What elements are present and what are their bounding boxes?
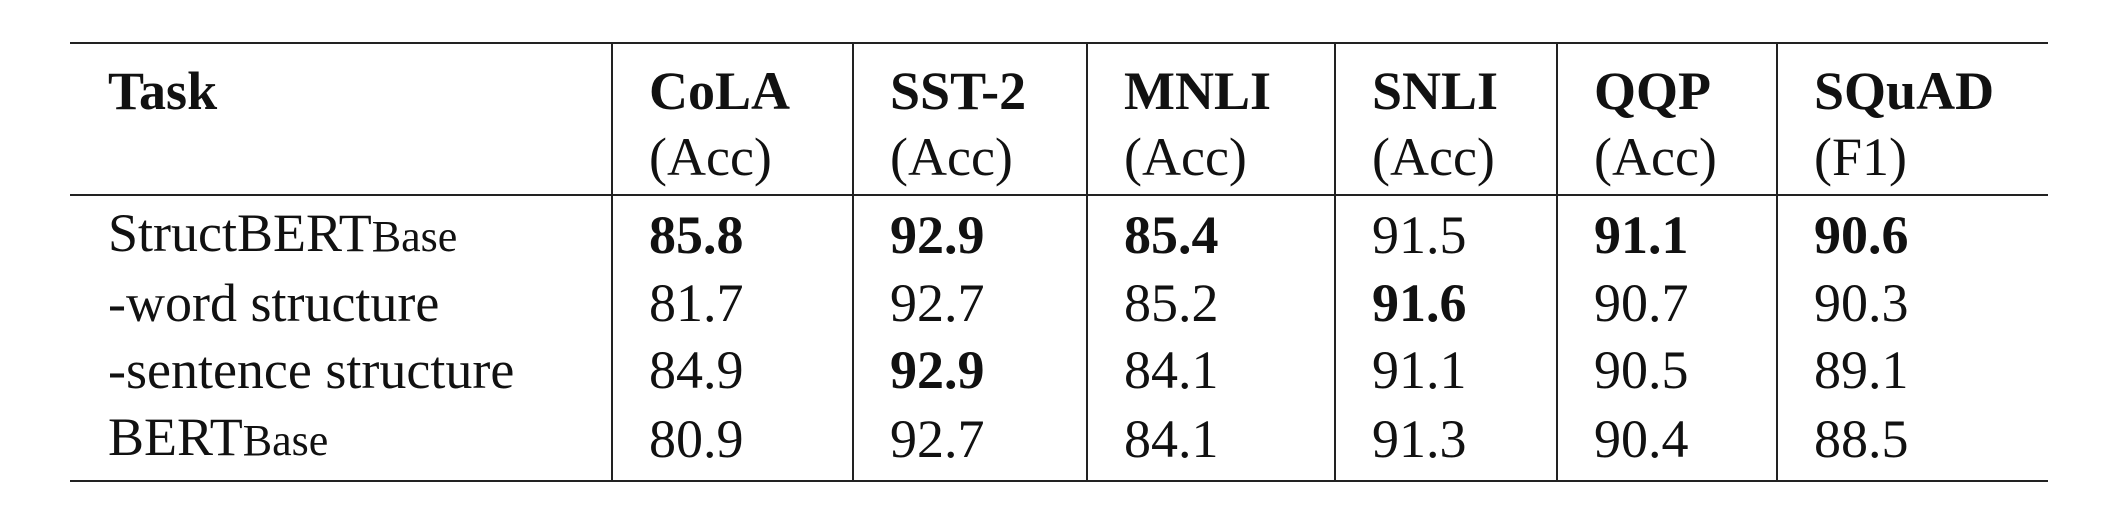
header-col-sst2: SST-2 (Acc) <box>852 42 1087 195</box>
header-task-label: Task <box>108 61 218 121</box>
table-cell: 84.9 <box>611 337 853 404</box>
row-label-main: StructBERT <box>108 203 372 263</box>
table-cell: 92.9 <box>852 337 1087 404</box>
header-col-unit: (Acc) <box>1372 127 1495 187</box>
table-cell: 88.5 <box>1776 404 2048 482</box>
header-col-name: MNLI <box>1124 61 1271 121</box>
row-label: -sentence structure <box>70 337 612 404</box>
table-row: StructBERTBase 85.8 92.9 85.4 91.5 91.1 90.6 <box>70 195 2048 270</box>
table-cell: 81.7 <box>611 270 853 337</box>
table-cell: 85.8 <box>611 195 853 270</box>
table-cell: 90.4 <box>1556 404 1777 482</box>
header-col-qqp: QQP (Acc) <box>1556 42 1777 195</box>
table-cell: 90.3 <box>1776 270 2048 337</box>
row-label-sub: Base <box>242 416 329 465</box>
table-body: StructBERTBase 85.8 92.9 85.4 91.5 91.1 90.6 -w… <box>70 195 2048 482</box>
header-col-mnli: MNLI (Acc) <box>1086 42 1335 195</box>
table-cell: 91.1 <box>1556 195 1777 270</box>
table-cell: 90.7 <box>1556 270 1777 337</box>
row-label-main: -word structure <box>108 273 440 333</box>
header-col-name: QQP <box>1594 61 1711 121</box>
row-label-sub: Base <box>371 212 458 261</box>
table-cell: 90.5 <box>1556 337 1777 404</box>
header-col-name: SNLI <box>1372 61 1499 121</box>
table-cell: 92.9 <box>852 195 1087 270</box>
header-col-cola: CoLA (Acc) <box>611 42 853 195</box>
row-label: -word structure <box>70 270 612 337</box>
table-cell: 92.7 <box>852 270 1087 337</box>
table-row: BERTBase 80.9 92.7 84.1 91.3 90.4 88.5 <box>70 404 2048 482</box>
results-table-container: Task CoLA (Acc) SST-2 (Acc) MNLI (Acc) SNLI… <box>70 42 2048 482</box>
table-cell: 85.4 <box>1086 195 1335 270</box>
table-cell: 92.7 <box>852 404 1087 482</box>
row-label: StructBERTBase <box>70 195 612 270</box>
table-cell: 84.1 <box>1086 337 1335 404</box>
table-cell: 80.9 <box>611 404 853 482</box>
row-label: BERTBase <box>70 404 612 482</box>
header-col-unit: (Acc) <box>890 127 1013 187</box>
row-label-main: BERT <box>108 407 243 467</box>
header-task: Task <box>70 42 612 195</box>
table-cell: 84.1 <box>1086 404 1335 482</box>
table-cell: 85.2 <box>1086 270 1335 337</box>
table-cell: 91.3 <box>1334 404 1557 482</box>
results-table: Task CoLA (Acc) SST-2 (Acc) MNLI (Acc) SNLI… <box>70 42 2048 482</box>
table-cell: 90.6 <box>1776 195 2048 270</box>
table-cell: 89.1 <box>1776 337 2048 404</box>
header-col-unit: (Acc) <box>1124 127 1247 187</box>
header-col-unit: (Acc) <box>649 127 772 187</box>
header-col-name: CoLA <box>649 61 791 121</box>
header-col-squad: SQuAD (F1) <box>1776 42 2048 195</box>
table-row: -word structure 81.7 92.7 85.2 91.6 90.7 90.3 <box>70 270 2048 337</box>
header-col-name: SST-2 <box>890 61 1027 121</box>
table-row: -sentence structure 84.9 92.9 84.1 91.1 90.5 8… <box>70 337 2048 404</box>
table-cell: 91.6 <box>1334 270 1557 337</box>
table-header: Task CoLA (Acc) SST-2 (Acc) MNLI (Acc) SNLI… <box>70 42 2048 195</box>
header-col-unit: (F1) <box>1814 127 1907 187</box>
header-row: Task CoLA (Acc) SST-2 (Acc) MNLI (Acc) SNLI… <box>70 42 2048 195</box>
header-col-snli: SNLI (Acc) <box>1334 42 1557 195</box>
table-cell: 91.5 <box>1334 195 1557 270</box>
header-col-name: SQuAD <box>1814 61 1995 121</box>
row-label-main: -sentence structure <box>108 340 515 400</box>
header-col-unit: (Acc) <box>1594 127 1717 187</box>
table-cell: 91.1 <box>1334 337 1557 404</box>
